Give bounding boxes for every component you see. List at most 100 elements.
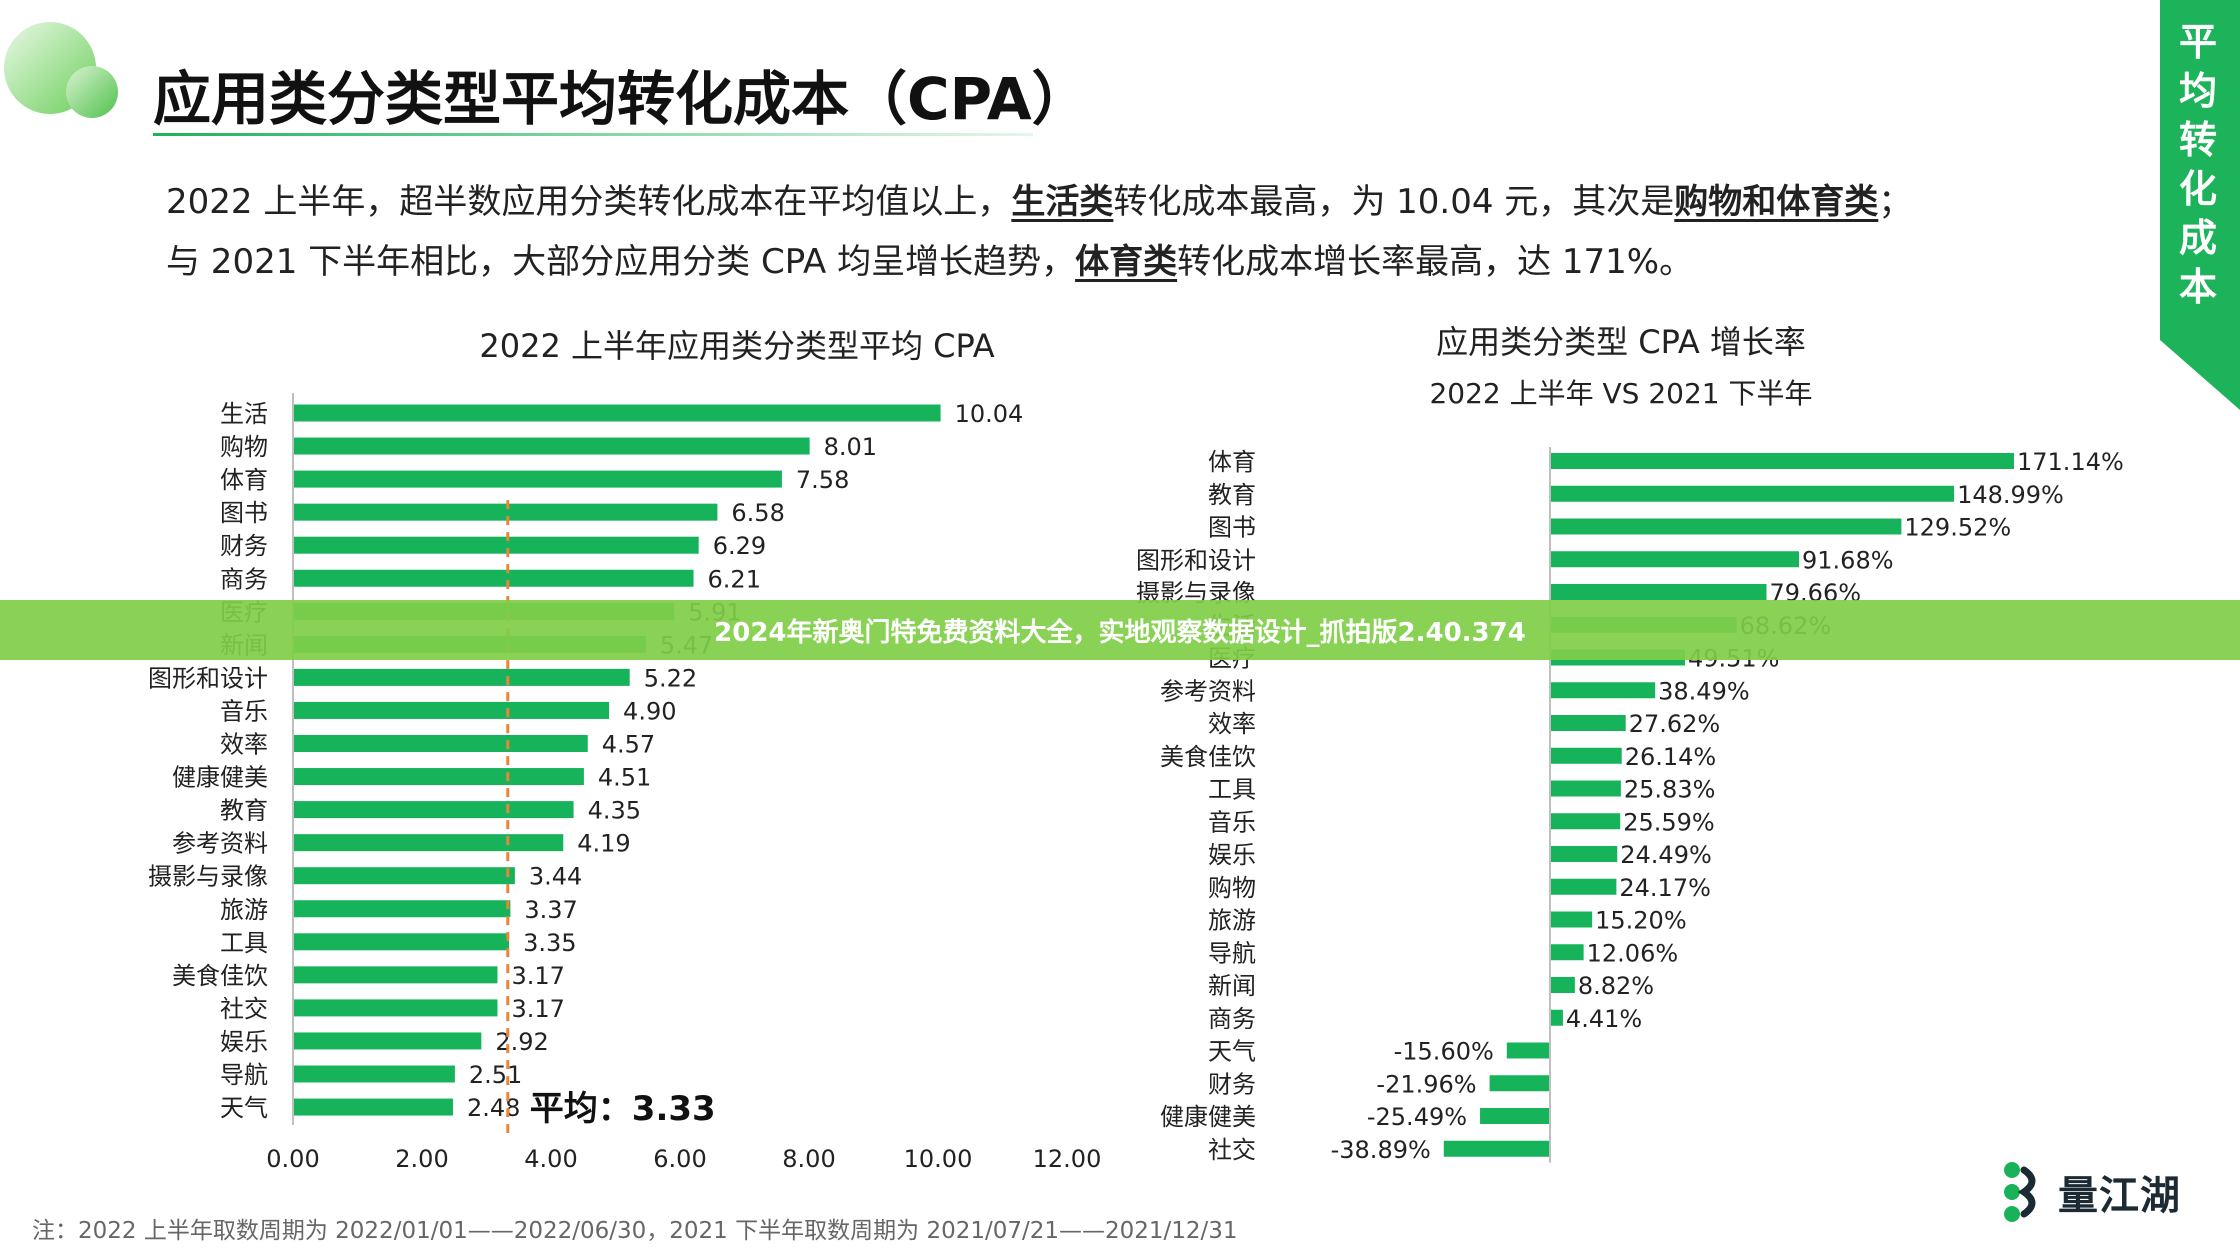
chart2-bar [1551,944,1584,961]
chart2-value-label: 12.06% [1587,939,1679,967]
chart1-bar [294,536,699,554]
summary-text: 2022 上半年，超半数应用分类转化成本在平均值以上，生活类转化成本最高，为 1… [166,172,2066,292]
overlay-banner: 2024年新奥门特免费资料大全，实地观察数据设计_抓拍版2.40.374 [0,600,2240,660]
chart1-value-label: 4.57 [602,731,655,759]
chart2-category-label: 教育 [1208,481,1256,509]
chart2-value-label: 25.59% [1623,808,1715,836]
chart1-category-label: 旅游 [220,896,268,924]
chart2-bar [1443,1140,1549,1157]
chart1-bar [294,1032,482,1050]
chart2-category-label: 财务 [1208,1070,1256,1098]
chart2-value-label: 38.49% [1658,677,1750,705]
chart2-bar [1489,1075,1549,1092]
chart1-category-label: 体育 [220,466,268,494]
chart1-category-label: 图书 [220,499,268,527]
chart1-x-tick-label: 6.00 [653,1145,706,1173]
chart1-average-label: 平均：3.33 [530,1089,716,1129]
summary-l2-c: 转化成本增长率最高，达 171%。 [1177,242,1694,282]
chart1-value-label: 4.90 [623,697,676,725]
summary-l1-a: 2022 上半年，超半数应用分类转化成本在平均值以上， [166,182,1012,222]
chart1-value-label: 3.35 [523,929,576,957]
chart2-category-label: 健康健美 [1160,1103,1256,1131]
chart2-value-label: -25.49% [1367,1103,1467,1131]
chart2-value-label: 171.14% [2017,448,2124,476]
summary-l2-a: 与 2021 下半年相比，大部分应用分类 CPA 均呈增长趋势， [166,242,1076,282]
summary-l1-b: 生活类 [1011,182,1114,222]
chart1-bar [294,503,718,521]
chart2-value-label: 4.41% [1566,1005,1642,1033]
chart2-bar [1551,846,1618,862]
chart1-x-tick-label: 4.00 [524,1145,577,1173]
chart2-category-label: 音乐 [1208,808,1256,836]
chart2-category-label: 图形和设计 [1136,546,1256,574]
chart2-bar [1551,747,1622,764]
chart1-value-label: 3.17 [511,962,564,990]
chart1-value-label: 2.92 [495,1028,548,1056]
chart2-category-label: 美食佳饮 [1160,743,1256,771]
chart2-category-label: 娱乐 [1208,841,1256,869]
chart1-category-label: 社交 [220,995,268,1023]
chart1-bar [294,668,630,686]
chart1-category-label: 财务 [220,532,268,560]
chart2-category-label: 天气 [1208,1038,1256,1066]
chart1-bar [294,867,515,885]
chart1-x-tick-label: 8.00 [782,1145,835,1173]
chart2-value-label: 91.68% [1802,546,1894,574]
page-title: 应用类分类型平均转化成本（CPA） [153,65,1090,133]
chart1-value-label: 3.17 [511,995,564,1023]
chart1-bar [294,801,574,819]
chart1-category-label: 工具 [220,929,268,957]
chart1-value-label: 2.48 [467,1094,520,1122]
overlay-banner-text: 2024年新奥门特免费资料大全，实地观察数据设计_抓拍版2.40.374 [714,617,1526,648]
chart2-bar [1551,780,1621,797]
chart2-category-label: 社交 [1208,1136,1256,1164]
chart1-bar [294,1098,453,1116]
chart1-category-label: 天气 [220,1094,268,1122]
chart1-bar [294,966,498,984]
chart1-value-label: 6.29 [713,532,766,560]
chart1-category-label: 生活 [220,400,268,428]
charts-canvas: 2022 上半年应用类分类型平均 CPA 生活 10.04 购物 8.01 体育 7.58 图… [148,323,2124,1173]
chart2-value-label: 24.49% [1620,841,1712,869]
chart2-value-label: -15.60% [1394,1038,1494,1066]
side-ribbon [2160,0,2240,410]
footnote: 注：2022 上半年取数周期为 2022/01/01——2022/06/30，2… [32,1218,1238,1244]
summary-l1-c: 转化成本最高，为 10.04 元，其次是 [1113,182,1675,222]
summary-l1-d: 购物和体育类 [1674,182,1879,222]
chart1-category-label: 购物 [220,433,268,461]
chart1-value-label: 8.01 [824,433,877,461]
chart2-category-label: 商务 [1208,1005,1256,1033]
chart1-bar [294,735,588,752]
chart2-category-label: 参考资料 [1160,677,1256,705]
chart1-value-label: 6.58 [731,499,784,527]
chart1-value-label: 2.51 [469,1061,522,1089]
chart1-category-label: 娱乐 [220,1028,268,1056]
chart2-value-label: 27.62% [1629,710,1721,738]
chart2-value-label: 15.20% [1595,907,1687,935]
chart1-x-tick-label: 10.00 [904,1145,973,1173]
chart2-bar [1551,715,1626,731]
chart1-x-tick-label: 2.00 [395,1145,448,1173]
chart1-title: 2022 上半年应用类分类型平均 CPA [479,327,994,365]
logo-circles [4,22,118,118]
chart2-category-label: 新闻 [1208,972,1256,1000]
side-ribbon-label: 平均转化成本 [2178,20,2217,309]
chart1-x-tick-label: 12.00 [1033,1145,1102,1173]
chart2-category-label: 购物 [1208,874,1256,902]
chart1-category-label: 摄影与录像 [148,863,268,891]
chart1-bar [294,470,782,488]
chart2-value-label: 24.17% [1619,874,1711,902]
chart2-bar [1551,682,1656,699]
chart2-bar [1551,584,1767,600]
chart1-value-label: 3.44 [529,863,582,891]
chart1-value-label: 5.22 [644,664,697,692]
chart1-x-tick-label: 0.00 [266,1145,319,1173]
chart2-bar [1551,518,1902,535]
chart1-category-label: 效率 [220,731,268,759]
title-underline [153,133,1033,136]
chart1-value-label: 6.21 [708,565,761,593]
chart1-value-label: 4.35 [588,797,641,825]
chart1-category-label: 图形和设计 [148,664,268,692]
chart2-bar [1551,911,1593,928]
chart2-value-label: 129.52% [1904,514,2011,542]
